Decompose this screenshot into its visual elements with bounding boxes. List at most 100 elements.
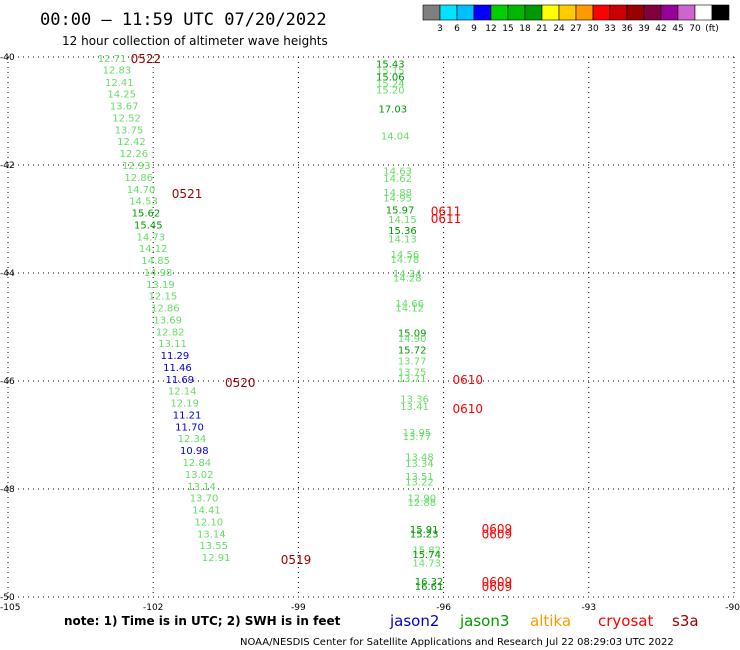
wave-height-label: 15.62 — [132, 209, 161, 220]
wave-height-label: 14.56 — [391, 250, 420, 261]
wave-height-label: 13.22 — [405, 477, 434, 488]
wave-height-label: 13.67 — [110, 102, 139, 113]
x-tick-label: -102 — [143, 603, 163, 613]
wave-height-label: 11.21 — [173, 410, 202, 421]
wave-height-label: 14.25 — [107, 90, 136, 101]
wave-height-label: 12.83 — [103, 65, 132, 76]
wave-height-label: 11.70 — [175, 422, 204, 433]
wave-height-label: 12.91 — [202, 553, 231, 564]
wave-height-label: 14.12 — [139, 244, 168, 255]
wave-height-label: 16.61 — [415, 582, 444, 593]
wave-height-label: 13.75 — [115, 125, 144, 136]
pass-label: 0519 — [281, 553, 312, 567]
wave-height-label: 14.04 — [381, 131, 410, 142]
wave-height-label: 12.88 — [407, 498, 436, 509]
colorbar-swatch — [660, 4, 679, 21]
colorbar-label: 70 — [689, 24, 701, 34]
legend-s3a: s3a — [672, 612, 699, 630]
pass-label: 0521 — [172, 187, 203, 201]
pass-labels: 0522052105200519061106110610061006090609… — [131, 52, 512, 594]
axis-ticks: -105 -102 -99 -96 -93 -90 -40 -42 -44 -46 -48 -50 — [0, 53, 740, 613]
colorbar-swatch — [439, 4, 458, 21]
grid — [7, 56, 735, 598]
wave-height-label: 13.11 — [158, 339, 187, 350]
colorbar-label: 33 — [604, 24, 615, 34]
x-tick-label: -90 — [725, 603, 740, 613]
wave-height-label: 15.82 — [412, 545, 441, 556]
wave-height-label: 15.91 — [410, 525, 439, 536]
colorbar-swatch — [609, 4, 628, 21]
colorbar-label: 45 — [672, 24, 683, 34]
colorbar-label: 21 — [536, 24, 547, 34]
wave-height-label: 12.82 — [156, 327, 185, 338]
wave-height-label: 14.98 — [144, 268, 173, 279]
pass-label: 0609 — [482, 522, 513, 536]
colorbar-label: 27 — [570, 24, 581, 34]
pass-label: 0520 — [225, 376, 256, 390]
wave-height-label: 14.95 — [383, 193, 412, 204]
wave-height-label: 15.45 — [134, 220, 163, 231]
wave-height-label: 13.75 — [398, 367, 427, 378]
wave-height-label: 14.85 — [141, 256, 170, 267]
x-tick-label: -105 — [0, 603, 20, 613]
wave-height-label: 13.70 — [190, 494, 219, 505]
wave-height-label: 14.73 — [412, 558, 441, 569]
colorbar-swatch — [422, 4, 441, 21]
pass-label: 0522 — [131, 52, 162, 66]
y-tick-label: -50 — [0, 593, 15, 603]
pass-label: 0609 — [482, 527, 513, 541]
wave-height-label: 15.09 — [398, 328, 427, 339]
wave-height-label: 15.23 — [410, 529, 439, 540]
pass-label: 0609 — [482, 575, 513, 589]
colorbar-swatch — [575, 4, 594, 21]
wave-height-label: 12.52 — [112, 113, 141, 124]
wave-height-label: 14.13 — [388, 234, 417, 245]
wave-height-label: 14.12 — [395, 304, 424, 315]
colorbar-label: 12 — [485, 24, 496, 34]
credit-text: NOAA/NESDIS Center for Satellite Applica… — [240, 637, 674, 648]
wave-height-label: 12.84 — [182, 458, 211, 469]
wave-height-label: 13.95 — [403, 428, 432, 439]
colorbar-label: (ft) — [705, 24, 719, 34]
wave-height-label: 12.15 — [149, 292, 178, 303]
colorbar-swatch — [592, 4, 611, 21]
wave-height-label: 13.19 — [146, 280, 175, 291]
wave-height-label: 13.69 — [153, 315, 182, 326]
wave-height-label: 13.02 — [185, 470, 214, 481]
x-tick-label: -93 — [581, 603, 596, 613]
y-tick-label: -48 — [0, 485, 15, 495]
wave-height-label: 14.73 — [136, 232, 165, 243]
wave-height-label: 15.72 — [398, 346, 427, 357]
colorbar-swatch — [456, 4, 475, 21]
pass-label: 0611 — [431, 204, 462, 218]
wave-height-label: 12.86 — [124, 173, 153, 184]
wave-height-label: 14.62 — [383, 174, 412, 185]
wave-height-label: 14.70 — [127, 185, 156, 196]
wave-height-label: 12.14 — [168, 387, 197, 398]
colorbar-label: 39 — [638, 24, 650, 34]
legend-cryosat: cryosat — [598, 612, 653, 630]
colorbar-label: 36 — [621, 24, 633, 34]
wave-height-label: 14.53 — [129, 197, 158, 208]
legend-jason3: jason3 — [459, 612, 509, 630]
wave-height-label: 12.71 — [98, 54, 127, 65]
wave-height-label: 14.88 — [383, 188, 412, 199]
y-tick-label: -46 — [0, 377, 15, 387]
wave-height-label: 15.20 — [376, 85, 405, 96]
colorbar-label: 30 — [587, 24, 599, 34]
colorbar-swatch — [677, 4, 696, 21]
pass-label: 0610 — [453, 373, 484, 387]
wave-height-label: 15.24 — [376, 79, 405, 90]
note-text: note: 1) Time is in UTC; 2) SWH is in fe… — [64, 614, 341, 628]
colorbar-label: 42 — [655, 24, 666, 34]
wave-height-label: 13.14 — [187, 482, 216, 493]
colorbar-swatch — [626, 4, 645, 21]
colorbar-swatch — [524, 4, 543, 21]
pass-label: 0609 — [482, 580, 513, 594]
wave-height-label: 14.78 — [391, 255, 420, 266]
wave-height-label: 15.74 — [412, 550, 441, 561]
wave-height-label: 15.06 — [376, 72, 405, 83]
colorbar-swatch — [558, 4, 577, 21]
colorbar-swatch — [711, 4, 730, 21]
colorbar-label: 9 — [471, 24, 477, 34]
